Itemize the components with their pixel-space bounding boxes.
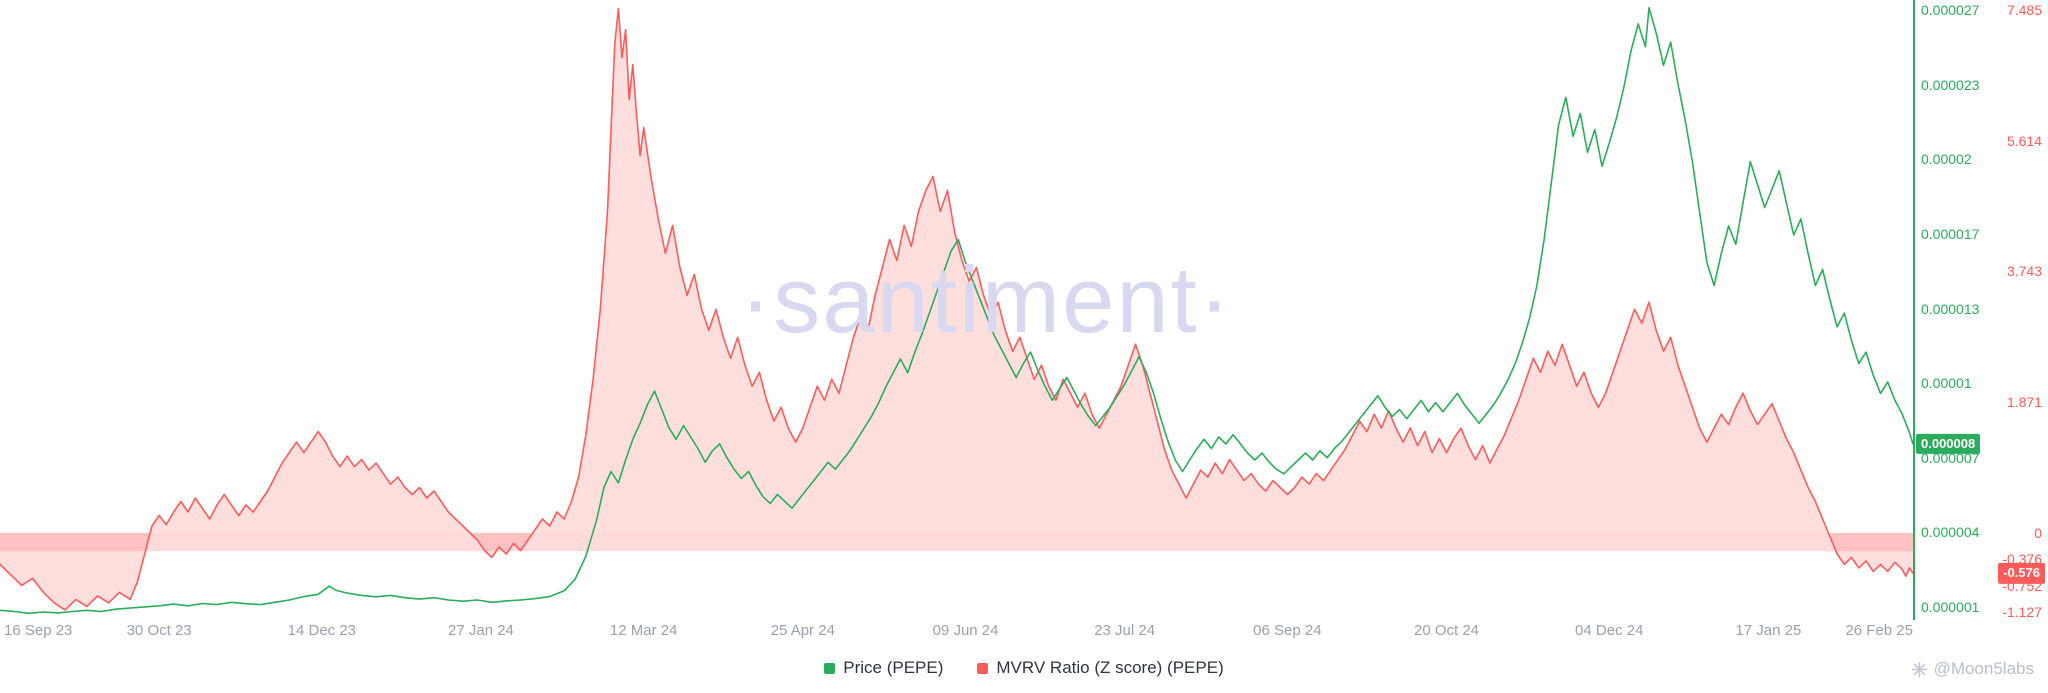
x-axis-tick: 06 Sep 24 (1253, 622, 1322, 639)
x-axis-tick: 27 Jan 24 (448, 622, 514, 639)
price-axis-tick: 0.00001 (1921, 375, 1972, 392)
mvrv-axis-tick: 7.485 (2006, 1, 2042, 18)
price-axis-tick: 0.000004 (1921, 524, 1980, 541)
x-axis-tick: 09 Jun 24 (932, 622, 999, 639)
price-axis-tick: 0.000023 (1921, 76, 1980, 93)
mvrv-area-fill (0, 8, 1913, 610)
price-axis-tick: 0.000007 (1921, 449, 1980, 466)
mvrv-axis-tick: 1.871 (2006, 394, 2042, 411)
price-axis-tick: 0.000017 (1921, 225, 1980, 242)
mvrv-zero-band (0, 533, 1913, 552)
moon5labs-branding: @Moon5labs (1911, 659, 2034, 679)
legend-item-price[interactable]: Price (PEPE) (824, 658, 943, 678)
mvrv-line (0, 7, 1913, 611)
price-legend-swatch-icon (824, 662, 836, 674)
mvrv-axis-tick: 3.743 (2006, 263, 2042, 280)
x-axis-tick: 30 Oct 23 (126, 622, 192, 639)
x-axis-tick: 14 Dec 23 (287, 622, 357, 639)
price-axis-tick: 0.000027 (1921, 2, 1980, 18)
chart-plot-area[interactable] (0, 0, 1913, 624)
mvrv-current-value-badge: -0.576 (1998, 563, 2045, 584)
x-axis-tick: 25 Apr 24 (770, 622, 835, 639)
mvrv-axis-tick: 0 (2034, 524, 2042, 541)
legend: Price (PEPE) MVRV Ratio (Z score) (PEPE) (0, 658, 2048, 678)
x-axis-tick: 23 Jul 24 (1094, 622, 1156, 639)
price-legend-label: Price (PEPE) (843, 658, 944, 677)
mvrv-legend-label: MVRV Ratio (Z score) (PEPE) (996, 658, 1224, 677)
x-axis-tick: 04 Dec 24 (1575, 622, 1644, 639)
moon5labs-handle: @Moon5labs (1933, 659, 2034, 678)
price-current-value-badge: 0.000008 (1916, 433, 1981, 455)
price-line (0, 7, 1913, 615)
mvrv-axis-tick: -1.127 (2002, 603, 2042, 620)
x-axis-tick: 20 Oct 24 (1413, 622, 1480, 639)
price-axis-line (1913, 0, 1915, 620)
x-axis-tick: 12 Mar 24 (609, 622, 678, 639)
mvrv-axis-tick: -0.376 (2002, 551, 2042, 568)
mvrv-legend-swatch-icon (977, 662, 989, 674)
mvrv-axis-tick: 5.614 (2006, 132, 2042, 149)
legend-item-mvrv[interactable]: MVRV Ratio (Z score) (PEPE) (977, 658, 1224, 678)
price-axis-tick: 0.000013 (1921, 300, 1980, 317)
x-axis-tick: 17 Jan 25 (1735, 622, 1802, 639)
x-axis-tick: 26 Feb 25 (1845, 622, 1913, 639)
price-axis-tick: 0.000001 (1921, 599, 1980, 615)
price-axis-tick: 0.00002 (1921, 151, 1972, 168)
moon5labs-asterisk-logo-icon (1911, 661, 1927, 677)
x-axis-tick: 16 Sep 23 (4, 622, 73, 639)
